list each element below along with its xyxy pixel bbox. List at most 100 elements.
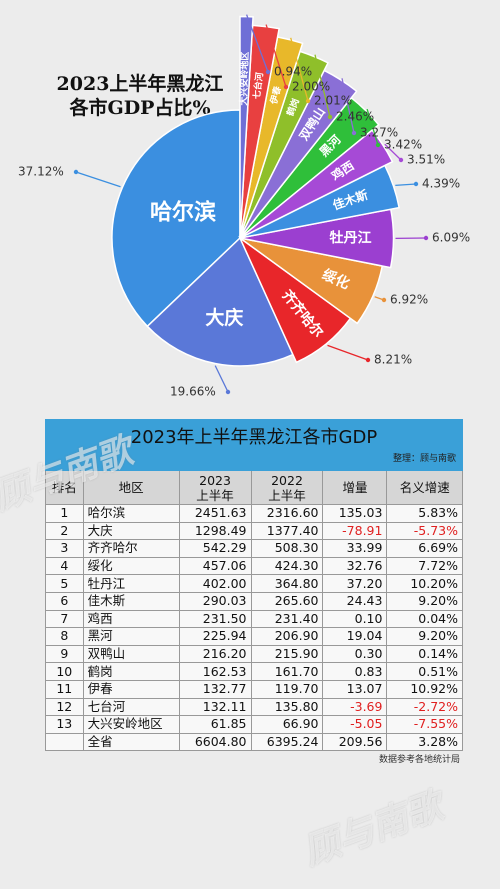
cell-region: 鹤岗 bbox=[82, 662, 180, 681]
cell-increase: -3.69 bbox=[322, 697, 388, 717]
pie-title-line2: 各市GDP占比% bbox=[69, 97, 211, 119]
pie-leader-dot-4 bbox=[381, 297, 387, 303]
cell-rank: 1 bbox=[45, 504, 84, 523]
cell-2022: 135.80 bbox=[250, 697, 324, 717]
cell-region: 牡丹江 bbox=[82, 574, 180, 593]
cell-rank: 12 bbox=[45, 697, 84, 717]
pie-percent-label-6: 4.39% bbox=[422, 177, 460, 191]
cell-growth: 5.83% bbox=[386, 504, 463, 523]
pie-slice-label-12: 七台河 bbox=[250, 72, 265, 100]
cell-growth: -5.73% bbox=[386, 521, 463, 541]
pie-slice-2 bbox=[146, 236, 294, 367]
table-row: 9 双鸭山 216.20 215.90 0.30 0.14% bbox=[45, 644, 463, 664]
table-body: 1 哈尔滨 2451.63 2316.60 135.03 5.83% 2 大庆 1298.49 1… bbox=[45, 504, 463, 752]
cell-region: 大兴安岭地区 bbox=[82, 715, 180, 734]
cell-2022: 206.90 bbox=[250, 627, 324, 646]
pie-leader-line-3 bbox=[327, 344, 369, 361]
cell-2022: 364.80 bbox=[250, 574, 324, 593]
cell-2022: 1377.40 bbox=[250, 521, 324, 541]
table-row: 12 七台河 132.11 135.80 -3.69 -2.72% bbox=[45, 697, 463, 717]
pie-leader-dot-1 bbox=[73, 169, 79, 175]
cell-region: 全省 bbox=[82, 732, 180, 752]
cell-increase: -78.91 bbox=[322, 521, 388, 541]
cell-2022: 66.90 bbox=[250, 715, 324, 734]
cell-rank: 10 bbox=[45, 662, 84, 681]
pie-slice-label-13: 大兴安岭地区 bbox=[237, 51, 251, 105]
pie-leader-line-10 bbox=[314, 54, 331, 118]
table-row: 8 黑河 225.94 206.90 19.04 9.20% bbox=[45, 627, 463, 646]
cell-2023: 231.50 bbox=[178, 609, 252, 629]
pie-percent-label-4: 6.92% bbox=[390, 293, 428, 307]
cell-rank: 13 bbox=[45, 715, 84, 734]
cell-2023: 225.94 bbox=[178, 627, 252, 646]
pie-leader-line-9 bbox=[341, 78, 355, 134]
pie-leader-dot-11 bbox=[305, 98, 311, 104]
header-2022: 2022 上半年 bbox=[250, 470, 324, 505]
pie-percent-label-8: 3.42% bbox=[384, 138, 422, 152]
pie-percent-label-11: 2.01% bbox=[314, 94, 352, 108]
cell-increase: 24.43 bbox=[322, 591, 388, 611]
pie-leader-dot-7 bbox=[398, 157, 404, 163]
pie-leader-dot-3 bbox=[365, 357, 371, 363]
cell-growth: 10.92% bbox=[386, 679, 463, 699]
cell-2023: 6604.80 bbox=[178, 732, 252, 752]
cell-increase: 0.83 bbox=[322, 662, 388, 681]
pie-percent-label-2: 19.66% bbox=[170, 385, 216, 399]
cell-2023: 402.00 bbox=[178, 574, 252, 593]
cell-rank: 9 bbox=[45, 644, 84, 664]
pie-title: 2023上半年黑龙江 各市GDP占比% bbox=[40, 72, 240, 120]
cell-2023: 132.11 bbox=[178, 697, 252, 717]
pie-leader-dot-6 bbox=[413, 181, 419, 187]
table-row: 10 鹤岗 162.53 161.70 0.83 0.51% bbox=[45, 662, 463, 681]
pie-leader-line-11 bbox=[290, 37, 309, 102]
pie-percent-label-7: 3.51% bbox=[407, 153, 445, 167]
pie-leader-dot-13 bbox=[265, 69, 271, 75]
cell-region: 黑河 bbox=[82, 627, 180, 646]
header-2023-period: 上半年 bbox=[196, 487, 234, 503]
pie-leader-line-7 bbox=[384, 143, 402, 161]
cell-rank: 3 bbox=[45, 539, 84, 558]
pie-leader-line-1 bbox=[75, 171, 121, 188]
cell-increase: 32.76 bbox=[322, 556, 388, 576]
cell-region: 伊春 bbox=[82, 679, 180, 699]
pie-slice-label-5: 牡丹江 bbox=[329, 229, 371, 246]
pie-title-line1: 2023上半年黑龙江 bbox=[56, 73, 224, 95]
header-increase: 增量 bbox=[322, 470, 388, 505]
cell-region: 大庆 bbox=[82, 521, 180, 541]
cell-rank: 2 bbox=[45, 521, 84, 541]
pie-leader-line-2 bbox=[214, 365, 229, 393]
pie-percent-label-5: 6.09% bbox=[432, 231, 470, 245]
cell-2023: 2451.63 bbox=[178, 504, 252, 523]
header-growth: 名义增速 bbox=[386, 470, 463, 505]
pie-percent-label-9: 3.27% bbox=[360, 126, 398, 140]
header-2023-year: 2023 bbox=[199, 472, 231, 488]
cell-2023: 61.85 bbox=[178, 715, 252, 734]
pie-leader-line-13 bbox=[245, 14, 269, 73]
cell-increase: 0.30 bbox=[322, 644, 388, 664]
cell-growth: -2.72% bbox=[386, 697, 463, 717]
pie-percent-label-1: 37.12% bbox=[18, 165, 64, 179]
pie-slice-13 bbox=[239, 15, 254, 239]
cell-increase: 0.10 bbox=[322, 609, 388, 629]
cell-region: 佳木斯 bbox=[82, 591, 180, 611]
cell-2022: 424.30 bbox=[250, 556, 324, 576]
cell-increase: 135.03 bbox=[322, 504, 388, 523]
cell-2022: 215.90 bbox=[250, 644, 324, 664]
cell-growth: 9.20% bbox=[386, 591, 463, 611]
cell-growth: 0.51% bbox=[386, 662, 463, 681]
cell-rank bbox=[45, 732, 84, 752]
table-row: 2 大庆 1298.49 1377.40 -78.91 -5.73% bbox=[45, 521, 463, 541]
pie-leader-dot-9 bbox=[351, 130, 357, 136]
table-row: 1 哈尔滨 2451.63 2316.60 135.03 5.83% bbox=[45, 504, 463, 523]
cell-2022: 508.30 bbox=[250, 539, 324, 558]
cell-region: 双鸭山 bbox=[82, 644, 180, 664]
pie-percent-label-3: 8.21% bbox=[374, 353, 412, 367]
pie-leader-dot-12 bbox=[283, 84, 289, 90]
table-title-row: 2023年上半年黑龙江各市GDP 整理：顾与南歌 bbox=[45, 419, 463, 471]
data-source-note: 数据参考各地统计局 bbox=[378, 755, 460, 765]
cell-growth: 10.20% bbox=[386, 574, 463, 593]
cell-rank: 8 bbox=[45, 627, 84, 646]
gdp-table: 2023年上半年黑龙江各市GDP 整理：顾与南歌 排名 地区 2023 上半年 2… bbox=[45, 419, 463, 752]
cell-2022: 2316.60 bbox=[250, 504, 324, 523]
